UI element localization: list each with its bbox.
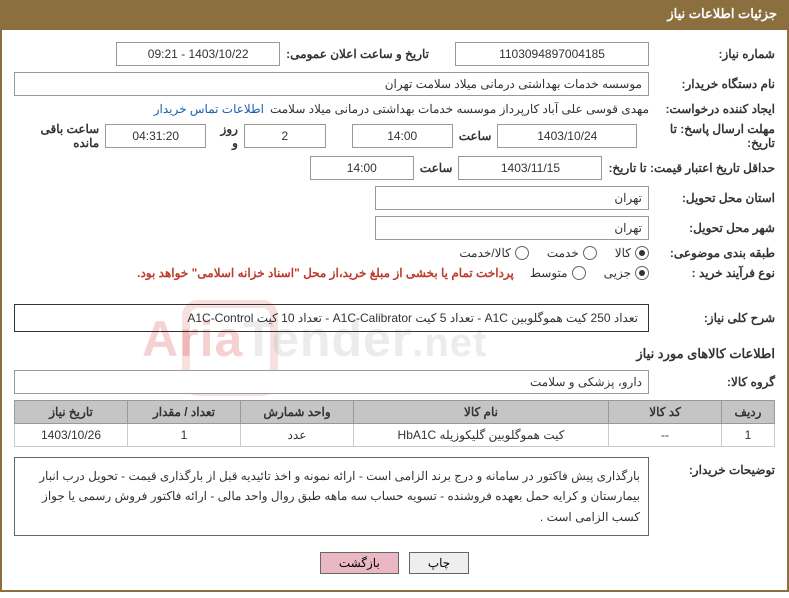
- radio-goods-service[interactable]: کالا/خدمت: [459, 246, 528, 260]
- hour-label-2: ساعت: [420, 161, 453, 175]
- th-row: ردیف: [722, 401, 775, 424]
- category-radio-group: کالا خدمت کالا/خدمت: [459, 246, 649, 260]
- countdown: 04:31:20: [105, 124, 206, 148]
- price-valid-date: 1403/11/15: [458, 156, 602, 180]
- print-button[interactable]: چاپ: [409, 552, 469, 574]
- back-button[interactable]: بازگشت: [320, 552, 399, 574]
- header-title: جزئیات اطلاعات نیاز: [0, 0, 789, 28]
- radio-service-label: خدمت: [547, 246, 579, 260]
- table-row: 1 -- کیت هموگلوبین گلیکوزیله HbA1C عدد 1…: [15, 424, 775, 447]
- radio-medium[interactable]: متوسط: [530, 266, 586, 280]
- td-date: 1403/10/26: [15, 424, 128, 447]
- radio-partial-label: جزیی: [604, 266, 631, 280]
- group-value: دارو، پزشکی و سلامت: [14, 370, 649, 394]
- buyer-notes-label: توضیحات خریدار:: [655, 457, 775, 477]
- th-unit: واحد شمارش: [241, 401, 354, 424]
- summary-label: شرح کلی نیاز:: [655, 311, 775, 325]
- window: جزئیات اطلاعات نیاز AriaTender.net شماره…: [0, 0, 789, 592]
- reply-deadline-date: 1403/10/24: [497, 124, 637, 148]
- purchase-note: پرداخت تمام یا بخشی از مبلغ خرید،از محل …: [137, 266, 514, 280]
- th-name: نام کالا: [354, 401, 609, 424]
- summary-value: تعداد 250 کیت هموگلوبین A1C - تعداد 5 کی…: [14, 304, 649, 332]
- radio-goods-service-label: کالا/خدمت: [459, 246, 510, 260]
- radio-service[interactable]: خدمت: [547, 246, 597, 260]
- buyer-label: نام دستگاه خریدار:: [655, 77, 775, 91]
- reply-deadline-label: مهلت ارسال پاسخ: تا تاریخ:: [643, 122, 775, 150]
- pub-datetime-value: 1403/10/22 - 09:21: [116, 42, 280, 66]
- radio-partial-input[interactable]: [635, 266, 649, 280]
- requester-value: مهدی قوسی علی آباد کارپرداز موسسه خدمات …: [270, 102, 649, 116]
- price-valid-time: 14:00: [310, 156, 414, 180]
- hour-label-1: ساعت: [459, 129, 492, 143]
- category-label: طبقه بندی موضوعی:: [655, 246, 775, 260]
- radio-goods[interactable]: کالا: [615, 246, 649, 260]
- th-date: تاریخ نیاز: [15, 401, 128, 424]
- price-valid-label: حداقل تاریخ اعتبار قیمت: تا تاریخ:: [608, 161, 775, 175]
- remaining-days: 2: [244, 124, 326, 148]
- city-label: شهر محل تحویل:: [655, 221, 775, 235]
- reply-deadline-time: 14:00: [352, 124, 453, 148]
- td-name: کیت هموگلوبین گلیکوزیله HbA1C: [354, 424, 609, 447]
- radio-goods-label: کالا: [615, 246, 631, 260]
- requester-label: ایجاد کننده درخواست:: [655, 102, 775, 116]
- td-unit: عدد: [241, 424, 354, 447]
- radio-service-input[interactable]: [583, 246, 597, 260]
- radio-goods-service-input[interactable]: [515, 246, 529, 260]
- purchase-radio-group: جزیی متوسط: [530, 266, 649, 280]
- goods-table: ردیف کد کالا نام کالا واحد شمارش تعداد /…: [14, 400, 775, 447]
- radio-medium-label: متوسط: [530, 266, 568, 280]
- th-code: کد کالا: [609, 401, 722, 424]
- table-header-row: ردیف کد کالا نام کالا واحد شمارش تعداد /…: [15, 401, 775, 424]
- radio-medium-input[interactable]: [572, 266, 586, 280]
- radio-partial[interactable]: جزیی: [604, 266, 649, 280]
- td-qty: 1: [128, 424, 241, 447]
- need-no-value: 1103094897004185: [455, 42, 649, 66]
- province-value: تهران: [375, 186, 649, 210]
- contact-link[interactable]: اطلاعات تماس خریدار: [154, 102, 264, 116]
- pub-datetime-label: تاریخ و ساعت اعلان عمومی:: [286, 47, 429, 61]
- days-label: روز و: [212, 122, 238, 150]
- goods-info-title: اطلاعات کالاهای مورد نیاز: [14, 346, 775, 362]
- need-no-label: شماره نیاز:: [655, 47, 775, 61]
- city-value: تهران: [375, 216, 649, 240]
- buyer-value: موسسه خدمات بهداشتی درمانی میلاد سلامت ت…: [14, 72, 649, 96]
- content-panel: AriaTender.net شماره نیاز: 1103094897004…: [0, 28, 789, 592]
- button-bar: چاپ بازگشت: [14, 542, 775, 578]
- group-label: گروه کالا:: [655, 375, 775, 389]
- radio-goods-input[interactable]: [635, 246, 649, 260]
- th-qty: تعداد / مقدار: [128, 401, 241, 424]
- buyer-notes-text: بارگذاری پیش فاکتور در سامانه و درج برند…: [14, 457, 649, 536]
- province-label: استان محل تحویل:: [655, 191, 775, 205]
- td-row: 1: [722, 424, 775, 447]
- td-code: --: [609, 424, 722, 447]
- countdown-label: ساعت باقی مانده: [14, 122, 99, 150]
- purchase-type-label: نوع فرآیند خرید :: [655, 266, 775, 280]
